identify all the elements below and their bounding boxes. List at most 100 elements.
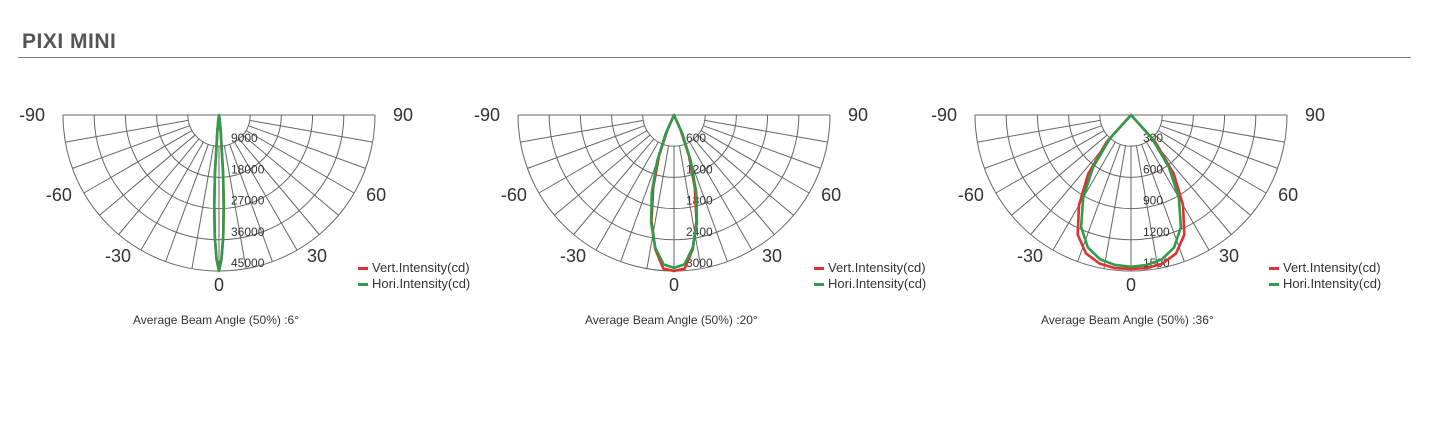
- grid-ring: [187, 114, 251, 147]
- grid-spoke: [1161, 119, 1285, 143]
- angle-label: 90: [1305, 105, 1325, 125]
- grid-spoke: [697, 134, 794, 216]
- series-hori-curve: [1079, 113, 1183, 269]
- radial-tick-label: 1200: [1143, 225, 1170, 239]
- legend-item-hori: Hori.Intensity(cd): [814, 276, 926, 292]
- grid-spoke: [595, 141, 659, 251]
- grid-spoke: [248, 125, 366, 169]
- grid-spoke: [703, 125, 821, 169]
- legend-item-vert: Vert.Intensity(cd): [1269, 260, 1381, 276]
- angle-label: 0: [669, 275, 679, 295]
- grid-spoke: [118, 138, 200, 235]
- grid-ring: [642, 114, 706, 147]
- legend-item-hori: Hori.Intensity(cd): [1269, 276, 1381, 292]
- angle-label: 30: [307, 246, 327, 266]
- legend-label: Vert.Intensity(cd): [828, 260, 926, 275]
- grid-spoke: [520, 119, 644, 143]
- radial-tick-label: 36000: [231, 225, 265, 239]
- polar-chart-20deg: -90 -60 -30 0 30 60 90 600 1200 1800 2400 3000 Vert…: [455, 95, 926, 335]
- radial-tick-label: 27000: [231, 194, 265, 208]
- radial-tick-label: 9000: [231, 131, 258, 145]
- grid-spoke: [245, 130, 355, 194]
- radial-tick-label: 1800: [686, 194, 713, 208]
- grid-spoke: [678, 145, 702, 269]
- angle-label: -30: [560, 246, 586, 266]
- radial-tick-label: 2400: [686, 225, 713, 239]
- grid-spoke: [229, 144, 273, 262]
- legend: Vert.Intensity(cd) Hori.Intensity(cd): [1269, 260, 1381, 292]
- grid-spoke: [1030, 138, 1112, 235]
- radial-tick-label: 600: [1143, 162, 1163, 176]
- legend: Vert.Intensity(cd) Hori.Intensity(cd): [358, 260, 470, 292]
- grid-spoke: [704, 119, 828, 143]
- radial-tick-label: 900: [1143, 194, 1163, 208]
- angle-label: 60: [1278, 185, 1298, 205]
- angle-label: 0: [1126, 275, 1136, 295]
- legend-item-vert: Vert.Intensity(cd): [358, 260, 470, 276]
- grid-spoke: [573, 138, 655, 235]
- grid-spoke: [995, 130, 1105, 194]
- series-hori-curve: [649, 113, 699, 270]
- grid-ring: [1099, 114, 1163, 147]
- grid-spoke: [1150, 138, 1232, 235]
- grid-spoke: [646, 145, 670, 269]
- grid-spoke: [1157, 130, 1267, 194]
- grid-spoke: [1154, 134, 1251, 216]
- grid-spoke: [1103, 145, 1127, 269]
- angle-label: 30: [762, 246, 782, 266]
- grid-spoke: [165, 144, 209, 262]
- legend: Vert.Intensity(cd) Hori.Intensity(cd): [814, 260, 926, 292]
- grid-spoke: [191, 145, 215, 269]
- legend-label: Vert.Intensity(cd): [372, 260, 470, 275]
- angle-label: 0: [214, 275, 224, 295]
- legend-item-vert: Vert.Intensity(cd): [814, 260, 926, 276]
- angle-label: 60: [366, 185, 386, 205]
- angle-label: 30: [1219, 246, 1239, 266]
- angle-label: -90: [931, 105, 957, 125]
- grid-spoke: [977, 119, 1101, 143]
- grid-spoke: [140, 141, 204, 251]
- beam-angle-caption: Average Beam Angle (50%) :36°: [1041, 313, 1214, 327]
- grid-spoke: [242, 134, 339, 216]
- grid-spoke: [249, 119, 373, 143]
- polar-chart-6deg: -90 -60 -30 0 30 60 90 9000 18000 27000 36000 45000…: [0, 95, 470, 335]
- legend-label: Hori.Intensity(cd): [828, 276, 927, 291]
- title-divider: [18, 57, 1411, 58]
- beam-angle-caption: Average Beam Angle (50%) :6°: [133, 313, 300, 327]
- angle-label: 60: [821, 185, 841, 205]
- legend-label: Hori.Intensity(cd): [372, 276, 471, 291]
- legend-label: Hori.Intensity(cd): [1283, 276, 1382, 291]
- grid-spoke: [99, 134, 196, 216]
- grid-spoke: [1011, 134, 1108, 216]
- angle-label: 90: [848, 105, 868, 125]
- grid-spoke: [984, 125, 1102, 169]
- grid-spoke: [234, 141, 298, 251]
- radial-tick-label: 18000: [231, 162, 265, 176]
- angle-label: -90: [474, 105, 500, 125]
- legend-item-hori: Hori.Intensity(cd): [358, 276, 470, 292]
- grid-spoke: [238, 138, 320, 235]
- series-vert-curve: [1076, 113, 1186, 271]
- angle-label: -60: [958, 185, 984, 205]
- grid-spoke: [689, 141, 753, 251]
- beam-angle-caption: Average Beam Angle (50%) :20°: [585, 313, 758, 327]
- polar-chart-36deg: -90 -60 -30 0 30 60 90 300 600 900 1200 1500 Vert.I…: [912, 95, 1381, 335]
- radial-tick-label: 3000: [686, 256, 713, 270]
- grid-spoke: [693, 138, 775, 235]
- grid-spoke: [83, 130, 193, 194]
- grid-spoke: [538, 130, 648, 194]
- angle-label: -30: [1017, 246, 1043, 266]
- angle-label: 90: [393, 105, 413, 125]
- radial-tick-label: 45000: [231, 256, 265, 270]
- grid-spoke: [1135, 145, 1159, 269]
- grid-spoke: [1160, 125, 1278, 169]
- grid-spoke: [554, 134, 651, 216]
- grid-spoke: [527, 125, 645, 169]
- polar-plot: -90 -60 -30 0 30 60 90 9000 18000 27000 36000 45000: [19, 105, 413, 295]
- grid-spoke: [72, 125, 190, 169]
- legend-label: Vert.Intensity(cd): [1283, 260, 1381, 275]
- grid-spoke: [65, 119, 189, 143]
- angle-label: -60: [46, 185, 72, 205]
